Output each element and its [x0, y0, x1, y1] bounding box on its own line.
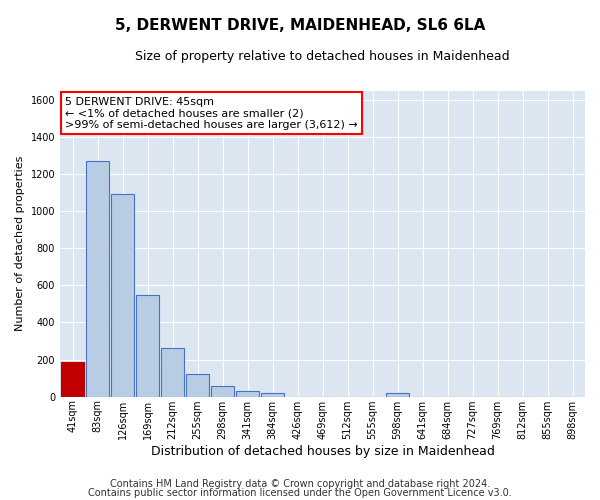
- Bar: [236, 391, 259, 396]
- Text: 5 DERWENT DRIVE: 45sqm
← <1% of detached houses are smaller (2)
>99% of semi-det: 5 DERWENT DRIVE: 45sqm ← <1% of detached…: [65, 96, 358, 130]
- Bar: [136, 294, 159, 396]
- Bar: [86, 161, 109, 396]
- Text: Contains public sector information licensed under the Open Government Licence v3: Contains public sector information licen…: [88, 488, 512, 498]
- Bar: [161, 348, 184, 397]
- Bar: [61, 362, 84, 396]
- Text: 5, DERWENT DRIVE, MAIDENHEAD, SL6 6LA: 5, DERWENT DRIVE, MAIDENHEAD, SL6 6LA: [115, 18, 485, 32]
- Text: Contains HM Land Registry data © Crown copyright and database right 2024.: Contains HM Land Registry data © Crown c…: [110, 479, 490, 489]
- Y-axis label: Number of detached properties: Number of detached properties: [15, 156, 25, 332]
- Bar: [186, 374, 209, 396]
- X-axis label: Distribution of detached houses by size in Maidenhead: Distribution of detached houses by size …: [151, 444, 494, 458]
- Bar: [211, 386, 234, 396]
- Bar: [386, 394, 409, 396]
- Title: Size of property relative to detached houses in Maidenhead: Size of property relative to detached ho…: [135, 50, 510, 63]
- Bar: [261, 394, 284, 396]
- Bar: [111, 194, 134, 396]
